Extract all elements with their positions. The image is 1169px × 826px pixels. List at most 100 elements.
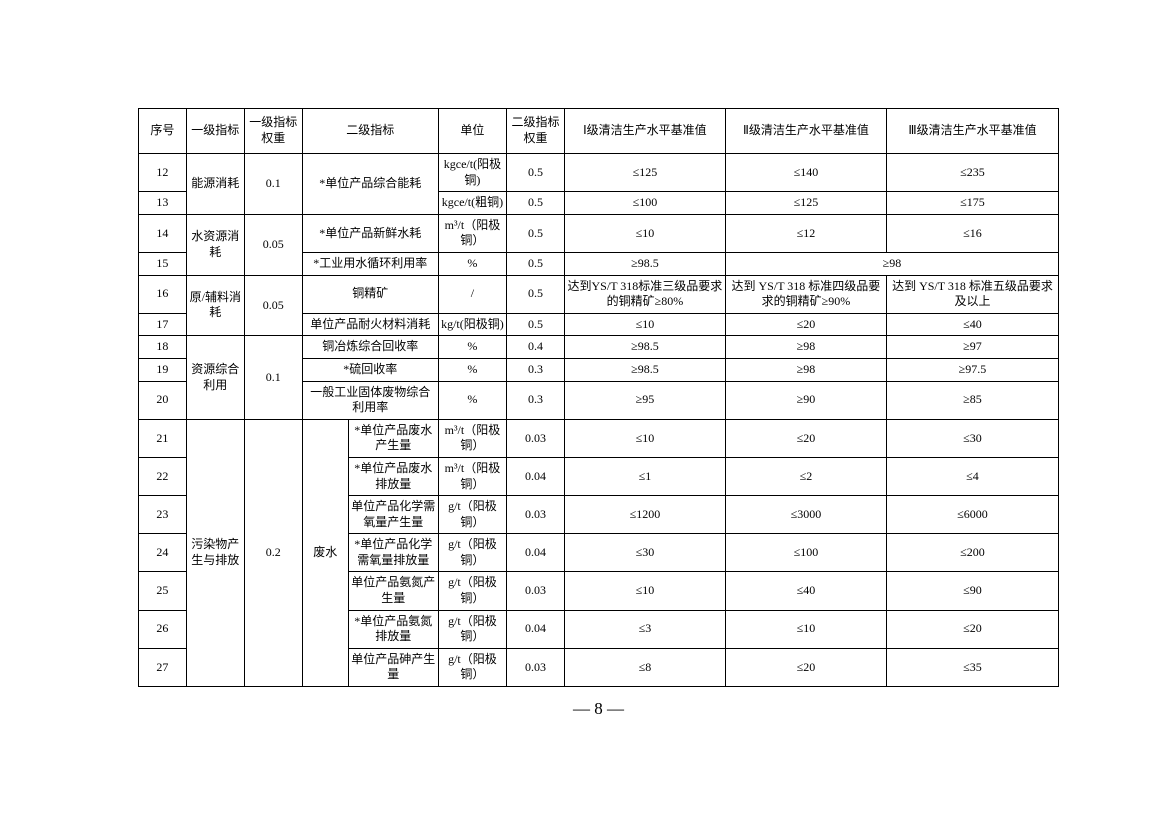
cell-b2: ≥90 <box>725 381 886 419</box>
table-row: 14 水资源消耗 0.05 *单位产品新鲜水耗 m³/t（阳极铜） 0.5 ≤1… <box>139 214 1059 252</box>
cell-b3: ≤30 <box>886 419 1058 457</box>
col-baseline-2: Ⅱ级清洁生产水平基准值 <box>725 109 886 154</box>
lvl1-weight: 0.1 <box>244 154 302 215</box>
cell-b3: ≥97.5 <box>886 358 1058 381</box>
cell-b3: ≤4 <box>886 457 1058 495</box>
document-page: 序号 一级指标 一级指标权重 二级指标 单位 二级指标权重 Ⅰ级清洁生产水平基准… <box>0 0 1169 719</box>
lvl2-name: 单位产品耐火材料消耗 <box>302 313 438 336</box>
lvl2-name: *工业用水循环利用率 <box>302 252 438 275</box>
cell-unit: g/t（阳极铜） <box>438 610 506 648</box>
cell-b1: ≥95 <box>564 381 725 419</box>
table-row: 12 能源消耗 0.1 *单位产品综合能耗 kgce/t(阳极铜) 0.5 ≤1… <box>139 154 1059 192</box>
lvl2-name: *单位产品废水产生量 <box>348 419 438 457</box>
lvl2-name: *单位产品氨氮排放量 <box>348 610 438 648</box>
lvl1-name: 原/辅料消耗 <box>186 275 244 336</box>
cell-seq: 19 <box>139 358 187 381</box>
lvl1-weight: 0.05 <box>244 214 302 275</box>
cell-b2: ≥98 <box>725 358 886 381</box>
cell-unit: / <box>438 275 506 313</box>
cell-b3: ≤20 <box>886 610 1058 648</box>
cell-weight: 0.5 <box>506 192 564 215</box>
cell-unit: m³/t（阳极铜） <box>438 419 506 457</box>
cell-b2: ≤20 <box>725 648 886 686</box>
cell-b3: ≤6000 <box>886 496 1058 534</box>
cell-unit: kgce/t(阳极铜) <box>438 154 506 192</box>
cell-weight: 0.5 <box>506 313 564 336</box>
cell-seq: 21 <box>139 419 187 457</box>
cell-b1: ≥98.5 <box>564 358 725 381</box>
cell-b3: ≥85 <box>886 381 1058 419</box>
cell-unit: g/t（阳极铜） <box>438 534 506 572</box>
cell-unit: g/t（阳极铜） <box>438 648 506 686</box>
cell-seq: 26 <box>139 610 187 648</box>
cell-b2: ≤3000 <box>725 496 886 534</box>
lvl2-name: *硫回收率 <box>302 358 438 381</box>
cell-weight: 0.04 <box>506 457 564 495</box>
cell-b2: ≤20 <box>725 419 886 457</box>
lvl1-name: 能源消耗 <box>186 154 244 215</box>
lvl2-name: *单位产品新鲜水耗 <box>302 214 438 252</box>
cell-seq: 25 <box>139 572 187 610</box>
cell-weight: 0.03 <box>506 496 564 534</box>
cell-b2: ≤10 <box>725 610 886 648</box>
lvl2-name: *单位产品化学需氧量排放量 <box>348 534 438 572</box>
cell-unit: kg/t(阳极铜) <box>438 313 506 336</box>
cell-seq: 27 <box>139 648 187 686</box>
cell-unit: kgce/t(粗铜) <box>438 192 506 215</box>
table-row: 21 污染物产生与排放 0.2 废水 *单位产品废水产生量 m³/t（阳极铜） … <box>139 419 1059 457</box>
cell-unit: g/t（阳极铜） <box>438 496 506 534</box>
cell-b3: ≤35 <box>886 648 1058 686</box>
table-row: 18 资源综合利用 0.1 铜冶炼综合回收率 % 0.4 ≥98.5 ≥98 ≥… <box>139 336 1059 359</box>
col-baseline-3: Ⅲ级清洁生产水平基准值 <box>886 109 1058 154</box>
cell-b3: 达到 YS/T 318 标准五级品要求及以上 <box>886 275 1058 313</box>
col-lvl1: 一级指标 <box>186 109 244 154</box>
lvl1-name: 水资源消耗 <box>186 214 244 275</box>
cell-b23-merged: ≥98 <box>725 252 1058 275</box>
lvl1-weight: 0.1 <box>244 336 302 419</box>
cell-seq: 13 <box>139 192 187 215</box>
cell-b3: ≤90 <box>886 572 1058 610</box>
cell-weight: 0.03 <box>506 419 564 457</box>
cell-b3: ≤175 <box>886 192 1058 215</box>
cell-b3: ≤16 <box>886 214 1058 252</box>
header-row: 序号 一级指标 一级指标权重 二级指标 单位 二级指标权重 Ⅰ级清洁生产水平基准… <box>139 109 1059 154</box>
cell-weight: 0.3 <box>506 381 564 419</box>
cell-b3: ≥97 <box>886 336 1058 359</box>
lvl2-name: 一般工业固体废物综合利用率 <box>302 381 438 419</box>
cell-b1: 达到YS/T 318标准三级品要求的铜精矿≥80% <box>564 275 725 313</box>
cell-weight: 0.3 <box>506 358 564 381</box>
cell-b2: ≤125 <box>725 192 886 215</box>
cell-seq: 22 <box>139 457 187 495</box>
cell-weight: 0.04 <box>506 534 564 572</box>
cell-weight: 0.04 <box>506 610 564 648</box>
cell-b1: ≥98.5 <box>564 252 725 275</box>
cell-weight: 0.5 <box>506 214 564 252</box>
cell-b1: ≤10 <box>564 214 725 252</box>
cell-b3: ≤40 <box>886 313 1058 336</box>
standards-table: 序号 一级指标 一级指标权重 二级指标 单位 二级指标权重 Ⅰ级清洁生产水平基准… <box>138 108 1059 687</box>
cell-seq: 17 <box>139 313 187 336</box>
col-lvl1-weight: 一级指标权重 <box>244 109 302 154</box>
cell-seq: 20 <box>139 381 187 419</box>
cell-weight: 0.03 <box>506 648 564 686</box>
cell-b2: ≤2 <box>725 457 886 495</box>
cell-b1: ≤3 <box>564 610 725 648</box>
lvl2-name: 单位产品砷产生量 <box>348 648 438 686</box>
cell-b1: ≤1200 <box>564 496 725 534</box>
cell-unit: g/t（阳极铜） <box>438 572 506 610</box>
cell-b1: ≤125 <box>564 154 725 192</box>
cell-seq: 24 <box>139 534 187 572</box>
cell-b1: ≤30 <box>564 534 725 572</box>
cell-b2: ≤100 <box>725 534 886 572</box>
cell-seq: 14 <box>139 214 187 252</box>
cell-seq: 18 <box>139 336 187 359</box>
cell-b3: ≤200 <box>886 534 1058 572</box>
cell-weight: 0.5 <box>506 154 564 192</box>
col-lvl2-weight: 二级指标权重 <box>506 109 564 154</box>
lvl1-weight: 0.2 <box>244 419 302 686</box>
cell-b1: ≤10 <box>564 572 725 610</box>
lvl2-name: *单位产品综合能耗 <box>302 154 438 215</box>
cell-b2: ≤20 <box>725 313 886 336</box>
cell-unit: m³/t（阳极铜） <box>438 457 506 495</box>
lvl1-name: 资源综合利用 <box>186 336 244 419</box>
